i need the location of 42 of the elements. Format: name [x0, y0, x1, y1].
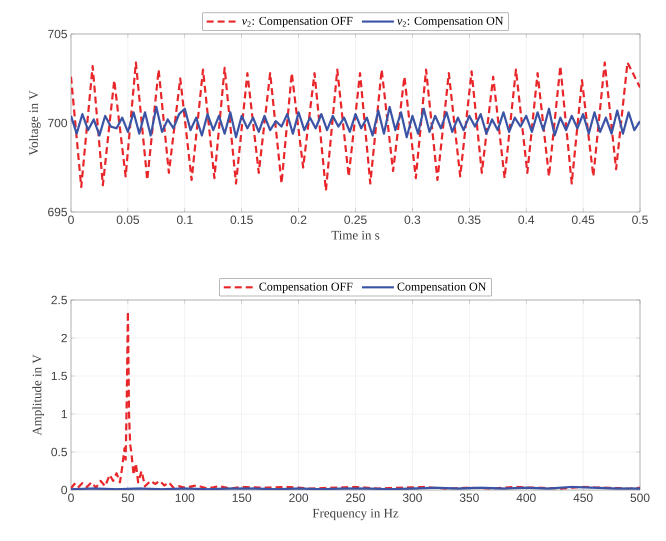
- y-tick-label: 0.5: [51, 448, 67, 456]
- y-tick-label: 2.5: [51, 296, 67, 304]
- x-tick-label: 0.45: [572, 216, 594, 224]
- x-tick-label: 200: [289, 494, 308, 502]
- legend-label: Compensation ON: [397, 282, 486, 294]
- x-tick-label: 0.5: [632, 216, 648, 224]
- x-tick-label: 100: [176, 494, 194, 502]
- y-axis-title: Amplitude in V: [32, 354, 44, 436]
- x-tick-label: 0.05: [116, 216, 140, 224]
- x-tick-label: 400: [516, 494, 536, 502]
- x-tick-label: 150: [232, 494, 252, 502]
- legend-label: Compensation OFF: [259, 282, 352, 294]
- y-tick-label: 695: [48, 208, 67, 216]
- x-axis-title: Frequency in Hz: [312, 508, 398, 520]
- x-tick-label: 0.15: [230, 216, 253, 224]
- line-series: [71, 61, 640, 192]
- legend-label: v$_{2}$: Compensation OFF: [242, 16, 352, 28]
- legend-label: v$_{2}$: Compensation ON: [397, 16, 504, 28]
- y-axis-title: Voltage in V: [28, 90, 41, 156]
- line-series: [71, 106, 640, 138]
- x-tick-label: 300: [402, 494, 422, 502]
- x-tick-label: 350: [460, 494, 479, 502]
- x-tick-label: 500: [630, 494, 650, 502]
- x-axis-title: Time in s: [332, 230, 380, 240]
- x-tick-label: 0: [68, 216, 74, 224]
- x-tick-label: 0.25: [344, 216, 367, 224]
- line-series: [71, 310, 640, 490]
- y-tick-label: 705: [48, 30, 67, 38]
- x-tick-label: 250: [346, 494, 366, 502]
- x-tick-label: 0.1: [176, 216, 193, 224]
- x-tick-label: 0.4: [518, 216, 534, 224]
- x-tick-label: 0.35: [458, 216, 480, 224]
- x-tick-label: 0.2: [290, 216, 306, 224]
- y-tick-label: 1: [62, 410, 67, 418]
- y-tick-label: 1.5: [52, 372, 67, 380]
- y-tick-label: 0: [61, 486, 68, 494]
- y-tick-label: 2: [61, 334, 67, 342]
- y-tick-label: 700: [48, 118, 68, 128]
- x-tick-label: 0.3: [404, 216, 420, 224]
- x-tick-label: 450: [573, 494, 593, 502]
- x-tick-label: 50: [122, 494, 134, 502]
- x-tick-label: 0: [68, 494, 74, 502]
